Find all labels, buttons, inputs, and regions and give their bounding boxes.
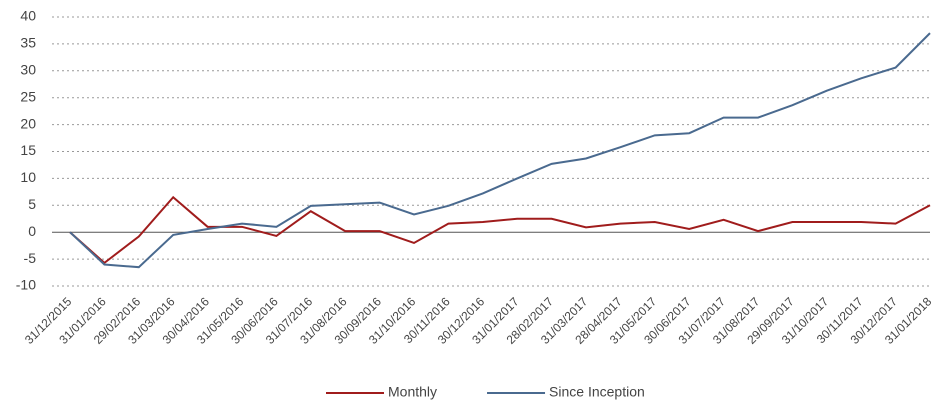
legend-label: Since Inception	[549, 384, 645, 400]
y-tick-label: 30	[20, 62, 36, 78]
y-tick-label: 25	[20, 88, 36, 104]
y-tick-label: -10	[16, 277, 36, 293]
series-line	[69, 195, 931, 265]
y-tick-label: 20	[20, 115, 36, 131]
y-tick-label: 5	[28, 196, 36, 212]
y-tick-label: -5	[24, 250, 37, 266]
y-tick-label: 15	[20, 142, 36, 158]
series-line	[69, 32, 931, 269]
y-tick-label: 10	[20, 169, 36, 185]
y-tick-label: 40	[20, 8, 36, 24]
y-tick-label: 0	[28, 223, 36, 239]
legend-label: Monthly	[388, 384, 437, 400]
y-tick-label: 35	[20, 35, 36, 51]
